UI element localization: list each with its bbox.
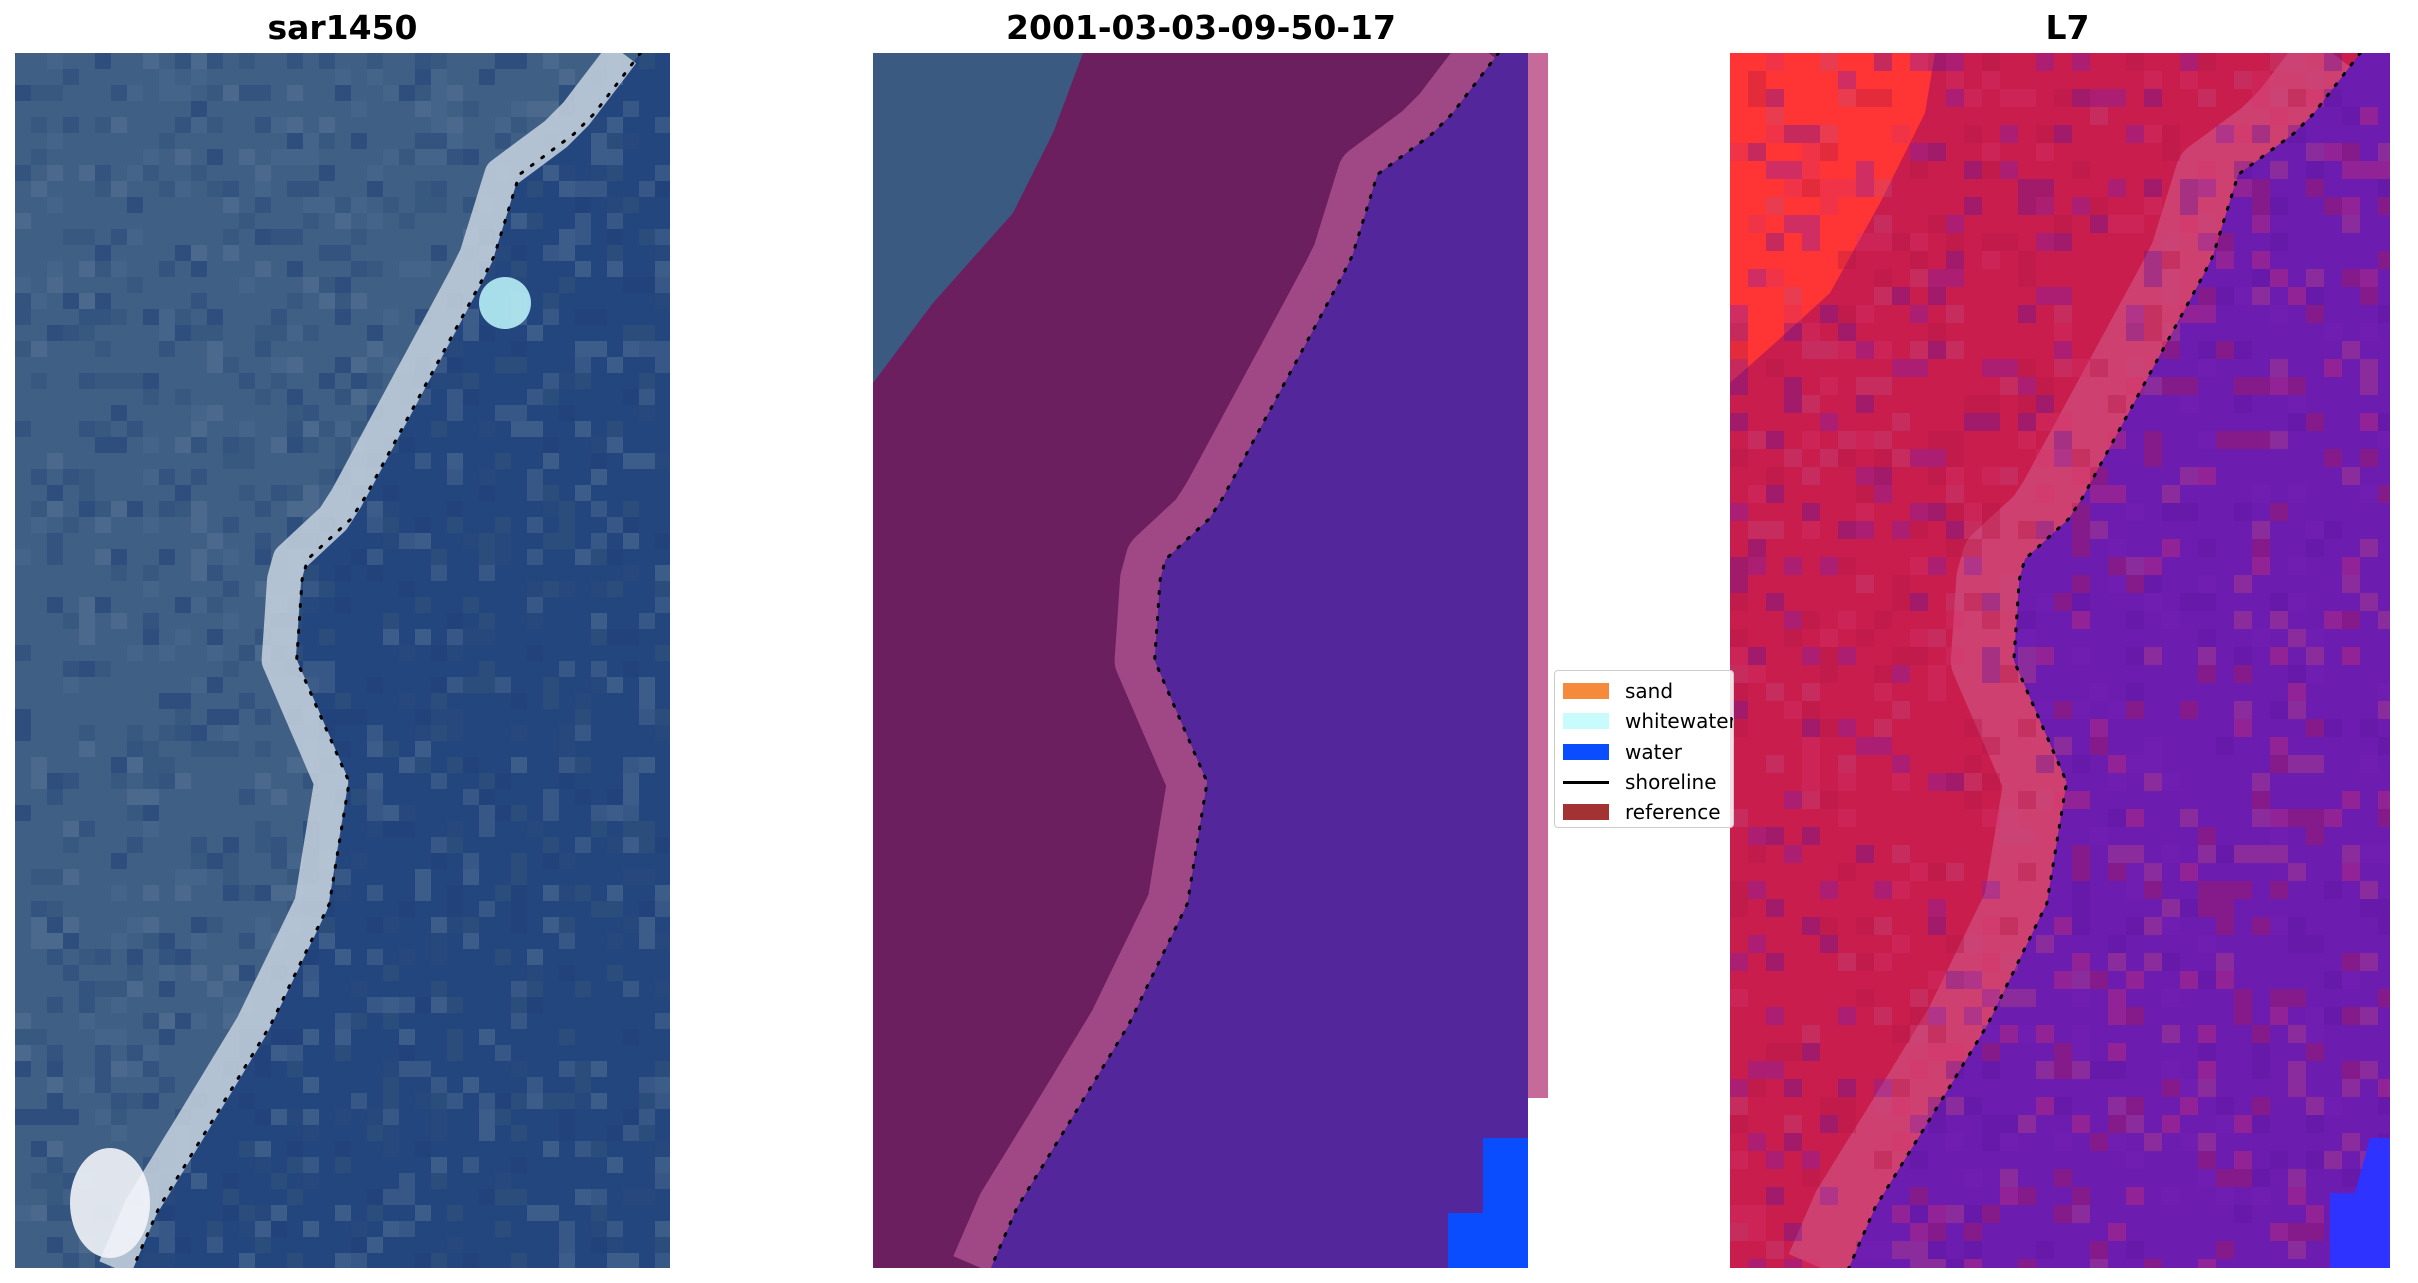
legend-item-water: water (1563, 740, 1682, 764)
legend: sand whitewater water shoreline referenc… (1554, 670, 1734, 828)
panel-title-rgb: sar1450 (267, 8, 418, 47)
legend-swatch-water (1563, 744, 1609, 760)
legend-swatch-reference (1563, 804, 1609, 820)
sand-edge-band (953, 53, 1513, 1268)
shoreline-dots (989, 53, 1500, 1268)
water-area (990, 53, 1528, 1268)
panel-title-classification: 2001-03-03-09-50-17 (1006, 8, 1396, 47)
legend-label-reference: reference (1625, 800, 1721, 824)
whitewater-patch (479, 277, 531, 329)
legend-item-shoreline: shoreline (1563, 770, 1717, 794)
sand-edge-band (1788, 53, 2361, 1268)
legend-item-whitewater: whitewater (1563, 709, 1734, 733)
water-patch (1448, 1138, 1528, 1268)
legend-item-sand: sand (1563, 679, 1674, 703)
unclassified-corner (873, 53, 1083, 383)
legend-item-reference: reference (1563, 800, 1721, 824)
vegetation-area (1730, 53, 1935, 383)
water-area (1848, 53, 2390, 1268)
l7-false-color-image (1730, 53, 2405, 1268)
panel-title-l7: L7 (2045, 8, 2090, 47)
legend-swatch-sand (1563, 683, 1609, 699)
legend-line-shoreline (1563, 780, 1609, 784)
blank-strip (1528, 1098, 1548, 1268)
texture (15, 53, 670, 1268)
surf-band (99, 53, 637, 1268)
shoreline-dots (1847, 53, 2362, 1268)
bright-sand-patch (70, 1148, 150, 1258)
legend-label-whitewater: whitewater (1625, 709, 1734, 733)
legend-label-shoreline: shoreline (1625, 770, 1717, 794)
shoreline-dots (131, 53, 642, 1268)
reference-strip (1528, 53, 1548, 1098)
classified-image (873, 53, 1548, 1268)
legend-label-water: water (1625, 740, 1682, 764)
legend-swatch-whitewater (1563, 713, 1609, 729)
texture (1730, 53, 2405, 1268)
blank-strip (2390, 53, 2405, 1268)
rgb-satellite-image (15, 53, 670, 1268)
water-patch (2330, 1138, 2390, 1268)
legend-label-sand: sand (1625, 679, 1674, 703)
